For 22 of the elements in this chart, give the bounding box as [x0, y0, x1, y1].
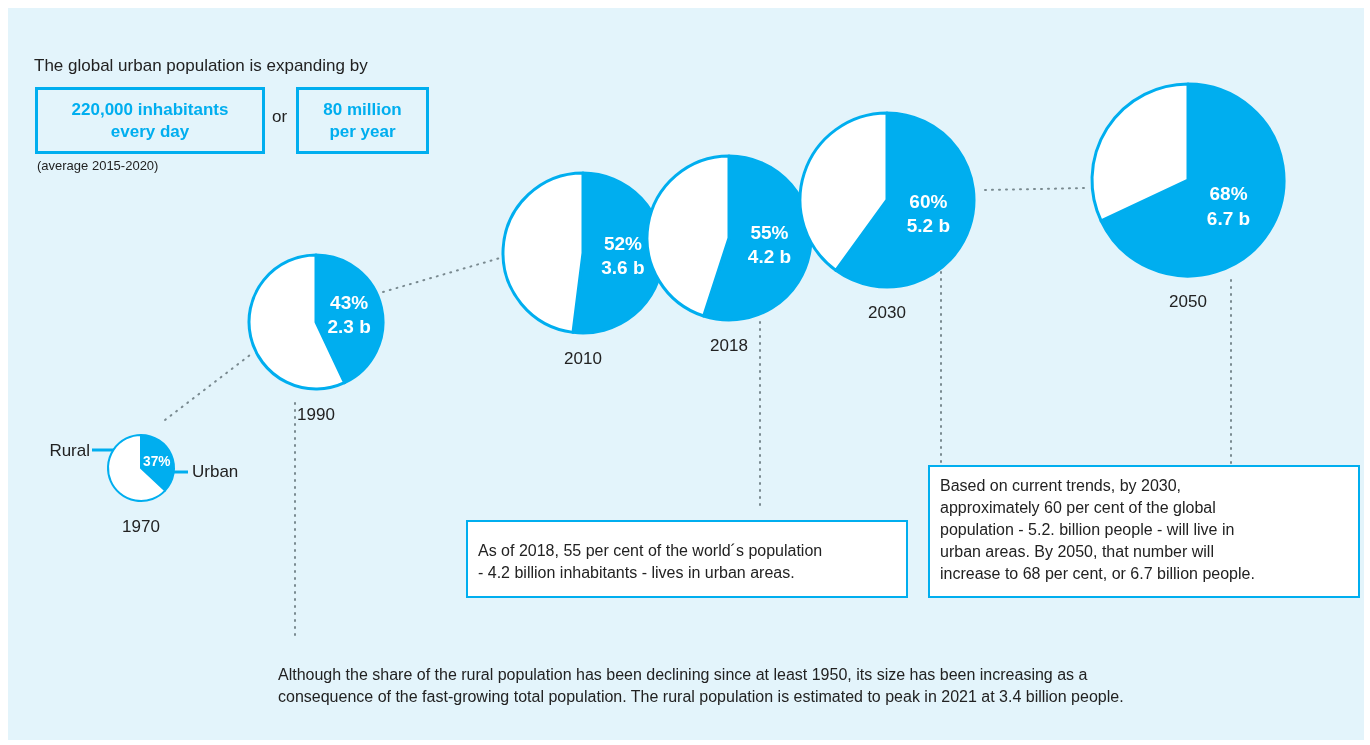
- text: Although the share of the rural population has been declining since at least 1950, its size has been increasing as a consequence of the fast-growing total population. The rural population is estimated to peak in 2021 at 3.4 billion people.: [278, 665, 1124, 707]
- text: As of 2018, 55 per cent of the world´s population - 4.2 billion inhabitants - lives in urban areas.: [466, 520, 908, 598]
- text: Based on current trends, by 2030, approximately 60 per cent of the global population - 5.2. billion people - will live in urban areas. By 2050, that number will increase to 68 per cent, or 6.7 billion people.: [928, 465, 1360, 598]
- data-label: 60% 5.2 b: [906, 190, 951, 237]
- text: or: [272, 107, 288, 127]
- text: (average 2015-2020): [37, 158, 159, 173]
- data-label: 68% 6.7 b: [1206, 182, 1251, 229]
- slice-label: Urban: [192, 462, 239, 482]
- data-label: 55% 4.2 b: [747, 221, 792, 268]
- text: 220,000 inhabitants every day: [35, 87, 265, 154]
- text: The global urban population is expanding by: [34, 56, 368, 76]
- data-label: 37%: [143, 454, 171, 470]
- data-label: 52% 3.6 b: [601, 232, 645, 279]
- text: 2030: [868, 303, 906, 323]
- text: 2050: [1169, 292, 1207, 312]
- text: 2010: [564, 349, 602, 369]
- text: 2018: [710, 336, 748, 356]
- data-label: 43% 2.3 b: [327, 291, 371, 338]
- text: 1990: [297, 405, 335, 425]
- text: 80 million per year: [296, 87, 429, 154]
- text: 1970: [122, 517, 160, 537]
- slice-label: Rural: [49, 441, 90, 461]
